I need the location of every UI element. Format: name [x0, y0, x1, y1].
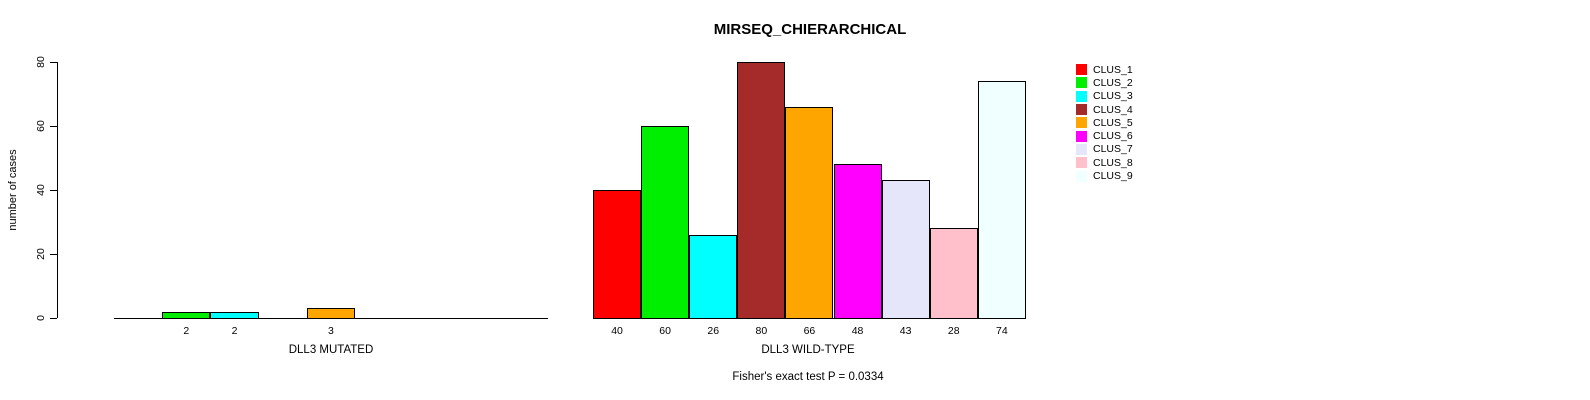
y-tick-mark — [50, 254, 57, 255]
legend-item-clus_8: CLUS_8 — [1076, 156, 1133, 169]
legend: CLUS_1 CLUS_2 CLUS_3 CLUS_4 CLUS_5 CLUS_6 CLUS… — [1076, 63, 1133, 183]
legend-item-clus_4: CLUS_4 — [1076, 103, 1133, 116]
legend-swatch — [1076, 77, 1087, 89]
group-label-dll3-mutated: DLL3 MUTATED — [288, 344, 374, 356]
bar-clus_2 — [162, 311, 211, 319]
legend-item-clus_2: CLUS_2 — [1076, 76, 1133, 89]
bar-value-label: 60 — [659, 325, 671, 337]
bar-clus_9 — [977, 81, 1026, 319]
y-tick-label: 80 — [35, 56, 47, 68]
y-axis-line — [57, 62, 58, 318]
legend-swatch — [1076, 90, 1087, 102]
legend-label: CLUS_1 — [1093, 63, 1133, 76]
bar-value-label: 80 — [755, 325, 768, 337]
legend-swatch — [1076, 130, 1087, 142]
y-tick-label: 60 — [35, 120, 47, 132]
bar-clus_3 — [689, 234, 738, 319]
bar-value-label: 26 — [707, 325, 720, 337]
legend-label: CLUS_6 — [1093, 130, 1133, 143]
fisher-test-label: Fisher's exact test P = 0.0334 — [732, 371, 884, 383]
bar-value-label: 2 — [231, 325, 238, 337]
bar-value-label: 74 — [996, 325, 1008, 337]
bar-value-label: 2 — [183, 325, 190, 337]
legend-label: CLUS_7 — [1093, 143, 1133, 156]
legend-item-clus_7: CLUS_7 — [1076, 143, 1133, 156]
y-tick-mark — [50, 190, 57, 191]
y-tick-label: 0 — [35, 315, 47, 321]
legend-swatch — [1076, 117, 1087, 129]
bar-clus_5 — [785, 106, 834, 319]
bar-clus_7 — [881, 180, 930, 319]
bar-clus_3 — [210, 311, 259, 319]
bar-clus_8 — [929, 228, 978, 319]
legend-label: CLUS_2 — [1093, 76, 1133, 89]
bar-value-label: 40 — [611, 325, 623, 337]
bar-value-label: 28 — [947, 325, 960, 337]
legend-swatch — [1076, 143, 1087, 155]
legend-swatch — [1076, 64, 1087, 76]
legend-item-clus_9: CLUS_9 — [1076, 169, 1133, 182]
bar-clus_2 — [641, 126, 690, 319]
bar-clus_4 — [737, 62, 786, 319]
legend-label: CLUS_5 — [1093, 116, 1133, 129]
legend-item-clus_1: CLUS_1 — [1076, 63, 1133, 76]
legend-label: CLUS_4 — [1093, 103, 1133, 116]
legend-swatch — [1076, 170, 1087, 182]
y-tick-mark — [50, 318, 57, 319]
bar-value-label: 48 — [851, 325, 864, 337]
chart-title: MIRSEQ_CHIERARCHICAL — [713, 21, 907, 38]
bar-clus_5 — [306, 308, 355, 319]
legend-item-clus_6: CLUS_6 — [1076, 129, 1133, 142]
legend-label: CLUS_3 — [1093, 90, 1133, 103]
legend-swatch — [1076, 104, 1087, 116]
bar-clus_1 — [593, 190, 642, 319]
y-tick-label: 20 — [35, 248, 47, 260]
y-tick-mark — [50, 62, 57, 63]
y-tick-label: 40 — [35, 184, 47, 196]
bar-value-label: 3 — [327, 325, 334, 337]
y-tick-mark — [50, 126, 57, 127]
group-label-dll3-wild-type: DLL3 WILD-TYPE — [761, 344, 855, 356]
y-axis-title: number of cases — [7, 149, 19, 231]
bar-clus_6 — [833, 164, 882, 319]
legend-label: CLUS_9 — [1093, 170, 1133, 183]
legend-swatch — [1076, 157, 1087, 169]
legend-item-clus_3: CLUS_3 — [1076, 90, 1133, 103]
legend-item-clus_5: CLUS_5 — [1076, 116, 1133, 129]
bar-value-label: 43 — [899, 325, 912, 337]
legend-label: CLUS_8 — [1093, 156, 1133, 169]
bar-value-label: 66 — [803, 325, 816, 337]
